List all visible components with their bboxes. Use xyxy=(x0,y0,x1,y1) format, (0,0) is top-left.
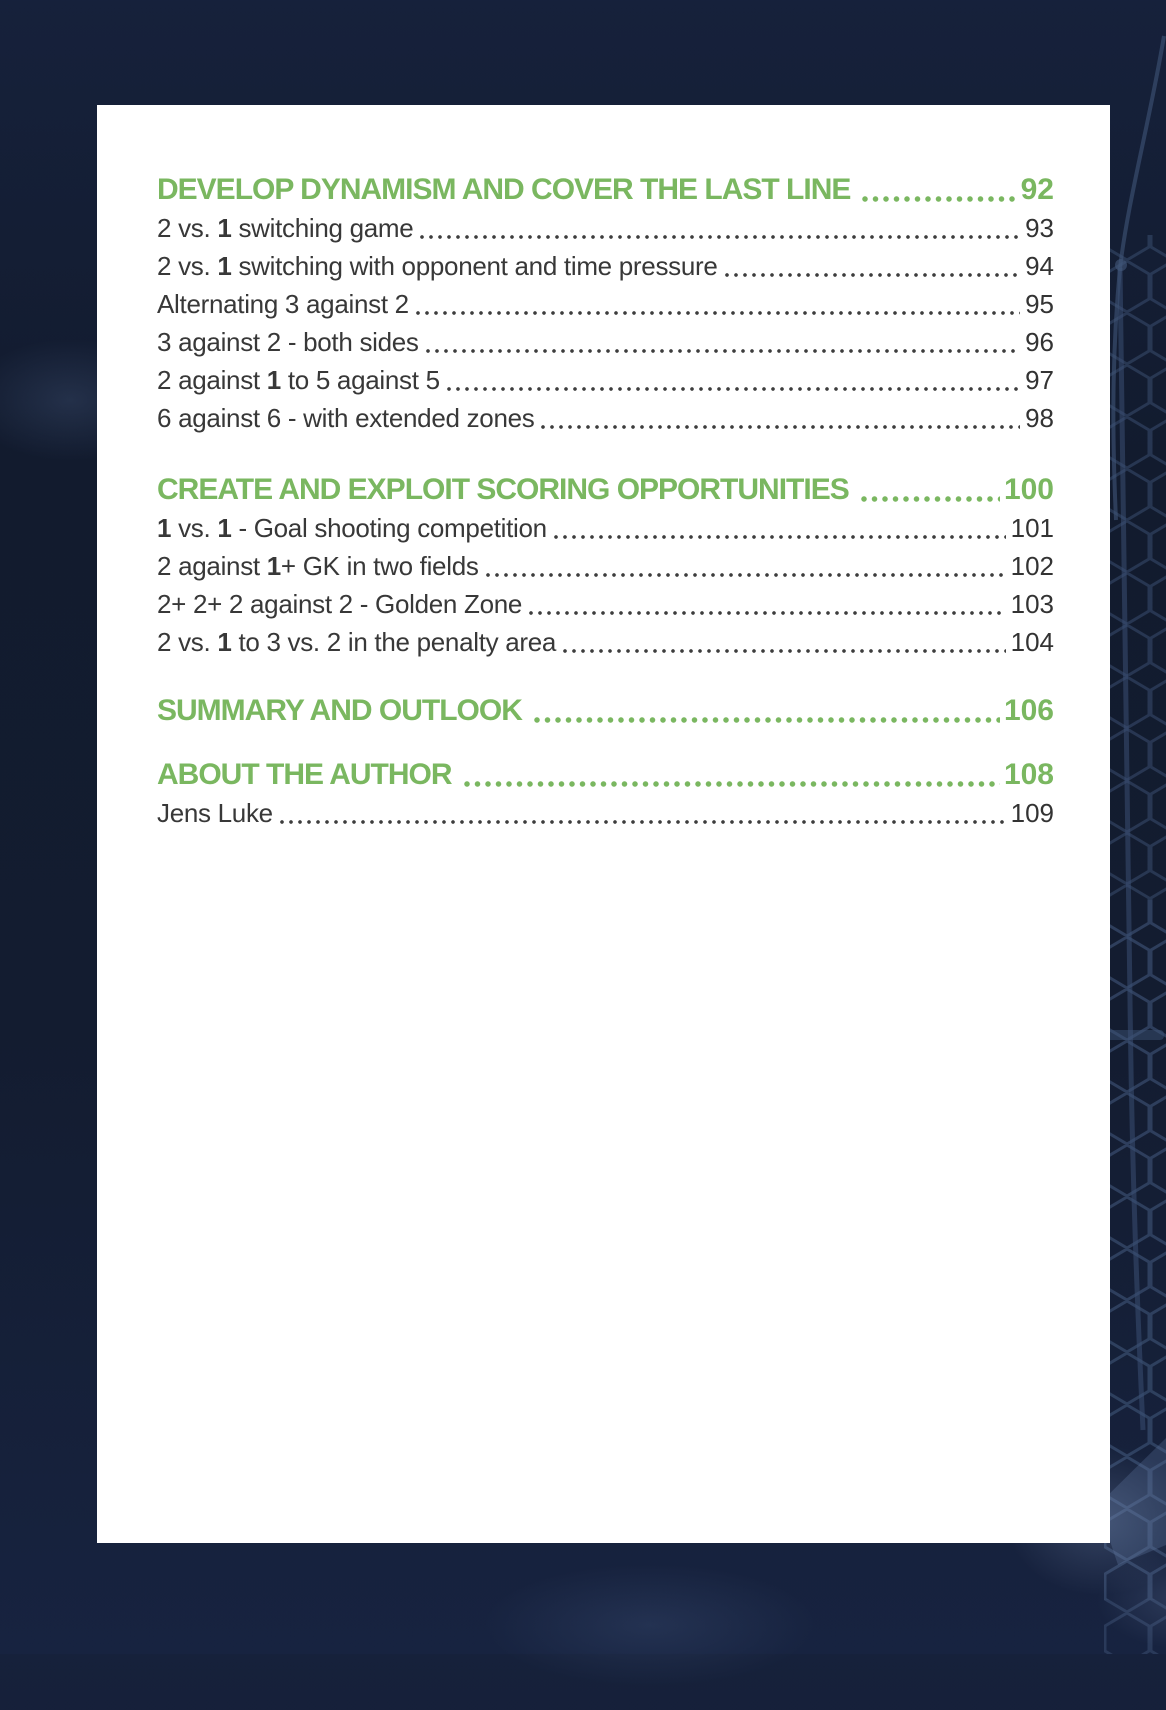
toc-section: CREATE AND EXPLOIT SCORING OPPORTUNITIES… xyxy=(157,471,1054,661)
dot-leader xyxy=(415,311,1021,315)
toc-entry-row: 3 against 2 - both sides 96 xyxy=(157,323,1054,361)
net-knot xyxy=(1115,259,1127,271)
entry-title: 1 vs. 1 - Goal shooting competition xyxy=(157,513,547,543)
toc-section: DEVELOP DYNAMISM AND COVER THE LAST LINE… xyxy=(157,171,1054,437)
section-page-number: 106 xyxy=(1003,694,1054,727)
dot-leader xyxy=(862,196,1017,202)
entry-page-number: 104 xyxy=(1010,627,1054,657)
entry-page-number: 103 xyxy=(1010,589,1054,619)
section-page-number: 92 xyxy=(1020,173,1054,206)
toc-entry-row: 2 against 1 to 5 against 5 97 xyxy=(157,361,1054,399)
net-mesh-dense xyxy=(1104,900,1166,1600)
toc-entry-row: 2 vs. 1 switching with opponent and time… xyxy=(157,247,1054,285)
entry-page-number: 102 xyxy=(1010,551,1054,581)
table-of-contents: DEVELOP DYNAMISM AND COVER THE LAST LINE… xyxy=(97,105,1110,832)
entry-title: 2 against 1 to 5 against 5 xyxy=(157,365,440,395)
entry-title: 6 against 6 - with extended zones xyxy=(157,403,535,433)
entry-title: 3 against 2 - both sides xyxy=(157,327,419,357)
section-title: CREATE AND EXPLOIT SCORING OPPORTUNITIES xyxy=(157,473,850,506)
toc-section-heading-row: CREATE AND EXPLOIT SCORING OPPORTUNITIES… xyxy=(157,471,1054,509)
entry-title: Alternating 3 against 2 xyxy=(157,289,409,319)
toc-section: ABOUT THE AUTHOR 108 Jens Luke 109 xyxy=(157,756,1054,832)
toc-section-heading-row: SUMMARY AND OUTLOOK 106 xyxy=(157,692,1054,730)
dot-leader xyxy=(446,387,1021,391)
toc-entry-row: 6 against 6 - with extended zones 98 xyxy=(157,399,1054,437)
toc-entry-row: 2 vs. 1 to 3 vs. 2 in the penalty area 10… xyxy=(157,623,1054,661)
entry-page-number: 96 xyxy=(1025,327,1054,357)
dot-leader xyxy=(553,535,1006,539)
toc-entry-row: 2+ 2+ 2 against 2 - Golden Zone 103 xyxy=(157,585,1054,623)
entry-title: 2 vs. 1 switching with opponent and time… xyxy=(157,251,718,281)
stadium-glow xyxy=(1070,1535,1166,1665)
net-cord xyxy=(1111,35,1166,521)
toc-section-heading-row: DEVELOP DYNAMISM AND COVER THE LAST LINE… xyxy=(157,171,1054,209)
dot-leader xyxy=(425,349,1021,353)
toc-entry-row: 2 against 1+ GK in two fields 102 xyxy=(157,547,1054,585)
entry-page-number: 97 xyxy=(1025,365,1054,395)
toc-entry-row: 2 vs. 1 switching game 93 xyxy=(157,209,1054,247)
section-page-number: 108 xyxy=(1003,758,1054,791)
dot-leader xyxy=(724,273,1021,277)
section-title: SUMMARY AND OUTLOOK xyxy=(157,694,523,727)
entry-title: 2 against 1+ GK in two fields xyxy=(157,551,479,581)
dot-leader xyxy=(463,781,1000,787)
entry-page-number: 95 xyxy=(1025,289,1054,319)
toc-entry-row: 1 vs. 1 - Goal shooting competition 101 xyxy=(157,509,1054,547)
entry-page-number: 93 xyxy=(1025,213,1054,243)
entry-page-number: 98 xyxy=(1025,403,1054,433)
toc-entry-row: Alternating 3 against 2 95 xyxy=(157,285,1054,323)
dot-leader xyxy=(860,496,1000,502)
section-page-number: 100 xyxy=(1003,473,1054,506)
dot-leader xyxy=(541,425,1021,429)
dot-leader xyxy=(279,820,1006,824)
entry-title: Jens Luke xyxy=(157,798,273,828)
dot-leader xyxy=(529,611,1006,615)
dot-leader xyxy=(420,235,1021,239)
entry-title: 2 vs. 1 switching game xyxy=(157,213,414,243)
entry-title: 2 vs. 1 to 3 vs. 2 in the penalty area xyxy=(157,627,557,657)
toc-section: SUMMARY AND OUTLOOK 106 xyxy=(157,692,1054,730)
toc-page: DEVELOP DYNAMISM AND COVER THE LAST LINE… xyxy=(97,105,1110,1543)
net-knot-band xyxy=(1106,1030,1164,1040)
entry-page-number: 109 xyxy=(1010,798,1054,828)
entry-page-number: 94 xyxy=(1025,251,1054,281)
toc-entry-row: Jens Luke 109 xyxy=(157,794,1054,832)
dot-leader xyxy=(485,573,1006,577)
entry-title: 2+ 2+ 2 against 2 - Golden Zone xyxy=(157,589,523,619)
net-mesh xyxy=(1104,235,1166,1654)
dot-leader xyxy=(563,649,1006,653)
entry-page-number: 101 xyxy=(1010,513,1054,543)
dot-leader xyxy=(533,717,1000,723)
toc-section-heading-row: ABOUT THE AUTHOR 108 xyxy=(157,756,1054,794)
section-title: DEVELOP DYNAMISM AND COVER THE LAST LINE xyxy=(157,173,851,206)
section-title: ABOUT THE AUTHOR xyxy=(157,758,453,791)
stadium-glow xyxy=(420,1540,880,1710)
net-cord xyxy=(1117,267,1146,1431)
